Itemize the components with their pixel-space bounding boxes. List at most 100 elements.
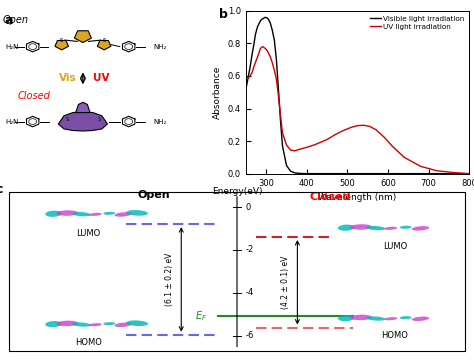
Ellipse shape	[72, 322, 91, 327]
Ellipse shape	[338, 315, 355, 321]
UV light irradiation	[418, 164, 423, 168]
UV light irradiation	[262, 46, 268, 50]
Visible light irradiation	[278, 118, 283, 122]
UV light irradiation	[243, 79, 249, 83]
Ellipse shape	[384, 317, 397, 320]
Visible light irradiation	[262, 15, 268, 19]
Visible light irradiation	[275, 87, 281, 91]
UV light irradiation	[261, 45, 267, 50]
Visible light irradiation	[406, 171, 411, 176]
Visible light irradiation	[296, 171, 301, 175]
Ellipse shape	[56, 321, 78, 326]
UV light irradiation	[300, 146, 306, 150]
Y-axis label: Absorbance: Absorbance	[213, 66, 222, 119]
UV light irradiation	[251, 64, 257, 68]
UV light irradiation	[292, 149, 298, 153]
Ellipse shape	[366, 226, 385, 230]
Visible light irradiation	[249, 53, 255, 57]
Visible light irradiation	[264, 16, 270, 20]
Visible light irradiation	[426, 171, 431, 176]
Visible light irradiation	[267, 21, 273, 25]
UV light irradiation	[273, 77, 279, 81]
UV light irradiation	[361, 123, 366, 127]
Ellipse shape	[89, 323, 102, 326]
Text: S: S	[102, 38, 106, 43]
Ellipse shape	[114, 323, 132, 327]
UV light irradiation	[253, 61, 258, 65]
Polygon shape	[58, 112, 108, 131]
Visible light irradiation	[365, 171, 371, 176]
UV light irradiation	[381, 135, 387, 139]
UV light irradiation	[466, 171, 472, 176]
UV light irradiation	[270, 61, 275, 65]
Text: -2: -2	[246, 246, 254, 255]
Visible light irradiation	[300, 171, 306, 176]
Text: -4: -4	[246, 288, 254, 297]
Ellipse shape	[412, 316, 429, 321]
Polygon shape	[74, 31, 91, 42]
Ellipse shape	[103, 322, 115, 325]
Polygon shape	[76, 102, 90, 113]
Line: Visible light irradiation: Visible light irradiation	[246, 17, 469, 174]
UV light irradiation	[280, 131, 285, 135]
UV light irradiation	[254, 58, 259, 62]
Text: c: c	[0, 184, 3, 197]
Visible light irradiation	[264, 15, 269, 20]
Visible light irradiation	[251, 41, 257, 45]
UV light irradiation	[312, 143, 318, 147]
Visible light irradiation	[260, 17, 265, 21]
Ellipse shape	[350, 224, 372, 230]
Visible light irradiation	[255, 24, 261, 28]
X-axis label: Wavelength (nm): Wavelength (nm)	[319, 193, 397, 202]
UV light irradiation	[275, 93, 281, 98]
UV light irradiation	[272, 68, 277, 72]
UV light irradiation	[257, 47, 263, 51]
Text: Open: Open	[137, 190, 170, 200]
Ellipse shape	[350, 315, 372, 320]
UV light irradiation	[264, 49, 270, 53]
Visible light irradiation	[288, 169, 293, 174]
UV light irradiation	[450, 170, 456, 175]
Ellipse shape	[366, 316, 385, 321]
UV light irradiation	[247, 74, 253, 78]
UV light irradiation	[324, 137, 330, 141]
Legend: Visible light irradiation, UV light irradiation: Visible light irradiation, UV light irra…	[368, 14, 465, 31]
Visible light irradiation	[466, 171, 472, 176]
Text: -6: -6	[246, 331, 254, 340]
Text: LUMO: LUMO	[383, 242, 407, 251]
UV light irradiation	[296, 147, 301, 152]
Text: Closed: Closed	[309, 193, 351, 202]
Ellipse shape	[45, 321, 62, 327]
Polygon shape	[55, 40, 68, 50]
Text: (6.1 ± 0.2) eV: (6.1 ± 0.2) eV	[165, 253, 174, 306]
Ellipse shape	[89, 213, 102, 216]
UV light irradiation	[278, 113, 283, 117]
Visible light irradiation	[243, 87, 249, 91]
Visible light irradiation	[247, 66, 253, 70]
Visible light irradiation	[256, 22, 262, 26]
Ellipse shape	[412, 226, 429, 231]
Ellipse shape	[126, 320, 148, 326]
Text: Energy(eV): Energy(eV)	[212, 187, 262, 196]
Visible light irradiation	[280, 144, 285, 148]
Visible light irradiation	[324, 171, 330, 176]
Text: Vis: Vis	[58, 73, 76, 84]
Text: NH₂: NH₂	[153, 44, 167, 50]
Visible light irradiation	[270, 28, 275, 32]
UV light irradiation	[260, 45, 265, 49]
Text: 0: 0	[246, 203, 251, 212]
Visible light irradiation	[284, 163, 290, 168]
Visible light irradiation	[258, 18, 264, 22]
Visible light irradiation	[446, 171, 452, 176]
Text: HOMO: HOMO	[382, 331, 409, 340]
Visible light irradiation	[253, 33, 258, 37]
UV light irradiation	[258, 45, 264, 50]
UV light irradiation	[355, 123, 360, 128]
Ellipse shape	[384, 227, 397, 230]
Visible light irradiation	[345, 171, 350, 176]
Text: H₂N: H₂N	[5, 118, 18, 125]
UV light irradiation	[332, 132, 338, 137]
Visible light irradiation	[261, 16, 267, 20]
Visible light irradiation	[292, 171, 298, 175]
UV light irradiation	[249, 71, 255, 75]
